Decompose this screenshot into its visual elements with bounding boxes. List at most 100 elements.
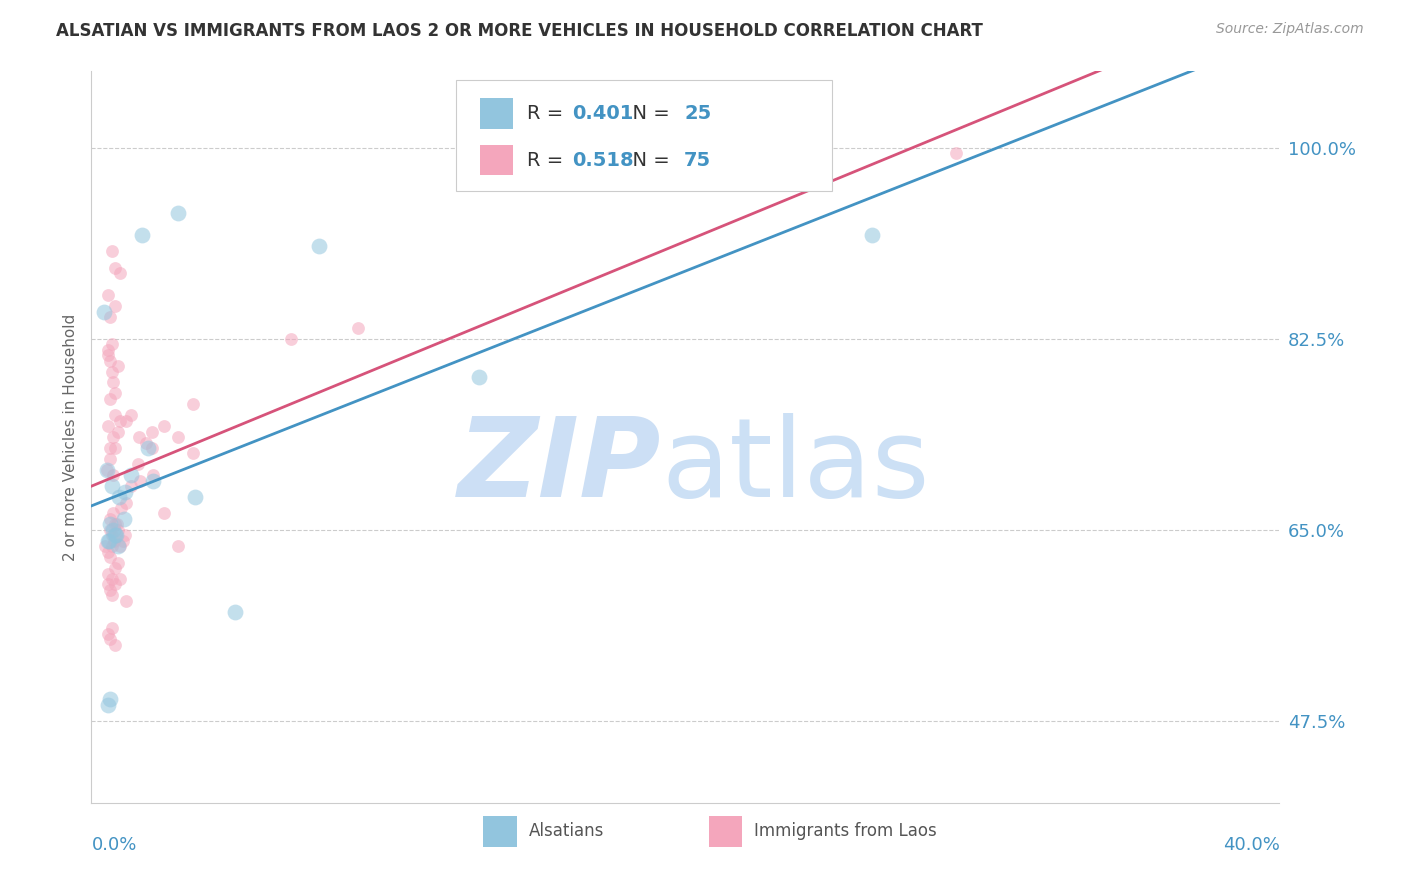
Point [93, 304, 115, 318]
Point [94, 539, 117, 553]
Point [135, 435, 157, 450]
Point [468, 370, 491, 384]
Text: 40.0%: 40.0% [1223, 836, 1279, 854]
Point [107, 425, 129, 439]
Point [167, 430, 190, 444]
Point [103, 507, 125, 521]
Text: 0.401: 0.401 [572, 104, 634, 123]
Point [96, 463, 118, 477]
Point [181, 446, 204, 460]
Point [105, 517, 128, 532]
Text: N =: N = [620, 151, 676, 169]
Point [97, 545, 120, 559]
Point [100, 512, 122, 526]
Point [280, 332, 302, 346]
Point [100, 692, 122, 706]
Point [103, 523, 125, 537]
Point [120, 479, 142, 493]
Point [114, 484, 136, 499]
Point [100, 451, 122, 466]
Point [108, 414, 131, 428]
Point [153, 419, 176, 434]
Point [101, 479, 124, 493]
Point [127, 458, 149, 472]
Text: N =: N = [620, 104, 676, 123]
Text: Immigrants from Laos: Immigrants from Laos [755, 822, 936, 840]
Point [945, 146, 967, 161]
Point [142, 468, 165, 483]
Point [97, 577, 120, 591]
Point [100, 550, 122, 565]
Point [101, 337, 124, 351]
Point [108, 539, 131, 553]
Point [103, 376, 125, 390]
Point [104, 577, 127, 591]
Point [100, 582, 122, 597]
Point [101, 621, 124, 635]
Point [100, 310, 122, 324]
Point [110, 501, 132, 516]
Point [104, 260, 127, 275]
Point [131, 228, 153, 243]
FancyBboxPatch shape [479, 98, 513, 129]
Point [111, 533, 134, 548]
Point [114, 414, 136, 428]
Point [107, 359, 129, 373]
Text: R =: R = [527, 151, 569, 169]
Point [101, 244, 124, 259]
FancyBboxPatch shape [709, 816, 742, 847]
Point [347, 321, 370, 335]
Point [167, 206, 190, 220]
Point [184, 490, 207, 504]
Point [114, 528, 136, 542]
Point [120, 409, 142, 423]
Point [107, 523, 129, 537]
Point [104, 528, 127, 542]
Point [101, 539, 124, 553]
Point [167, 539, 190, 553]
Point [97, 343, 120, 357]
Point [103, 430, 125, 444]
Point [104, 517, 127, 532]
Point [103, 533, 125, 548]
Point [100, 441, 122, 455]
Point [97, 419, 120, 434]
Point [101, 572, 124, 586]
Point [120, 468, 142, 483]
Point [104, 561, 127, 575]
Point [108, 266, 131, 280]
Text: 0.0%: 0.0% [91, 836, 136, 854]
FancyBboxPatch shape [456, 80, 831, 191]
Text: R =: R = [527, 104, 569, 123]
Point [136, 441, 159, 455]
Point [104, 299, 127, 313]
Text: Alsatians: Alsatians [529, 822, 605, 840]
Point [96, 463, 118, 477]
Point [141, 425, 163, 439]
Text: 75: 75 [685, 151, 711, 169]
Point [97, 533, 120, 548]
Point [128, 430, 150, 444]
Point [101, 588, 124, 602]
Point [114, 594, 136, 608]
Point [97, 348, 120, 362]
Point [100, 632, 122, 646]
Point [97, 533, 120, 548]
Point [112, 512, 135, 526]
Point [105, 528, 128, 542]
Text: 0.518: 0.518 [572, 151, 634, 169]
Point [108, 572, 131, 586]
Point [181, 397, 204, 411]
Point [97, 566, 120, 581]
Point [224, 605, 246, 619]
Point [97, 288, 120, 302]
Point [108, 490, 131, 504]
Point [100, 392, 122, 406]
Text: atlas: atlas [662, 413, 931, 520]
Point [308, 239, 330, 253]
Point [100, 353, 122, 368]
Point [104, 409, 127, 423]
Y-axis label: 2 or more Vehicles in Household: 2 or more Vehicles in Household [62, 313, 77, 561]
Point [153, 507, 176, 521]
Point [97, 626, 120, 640]
